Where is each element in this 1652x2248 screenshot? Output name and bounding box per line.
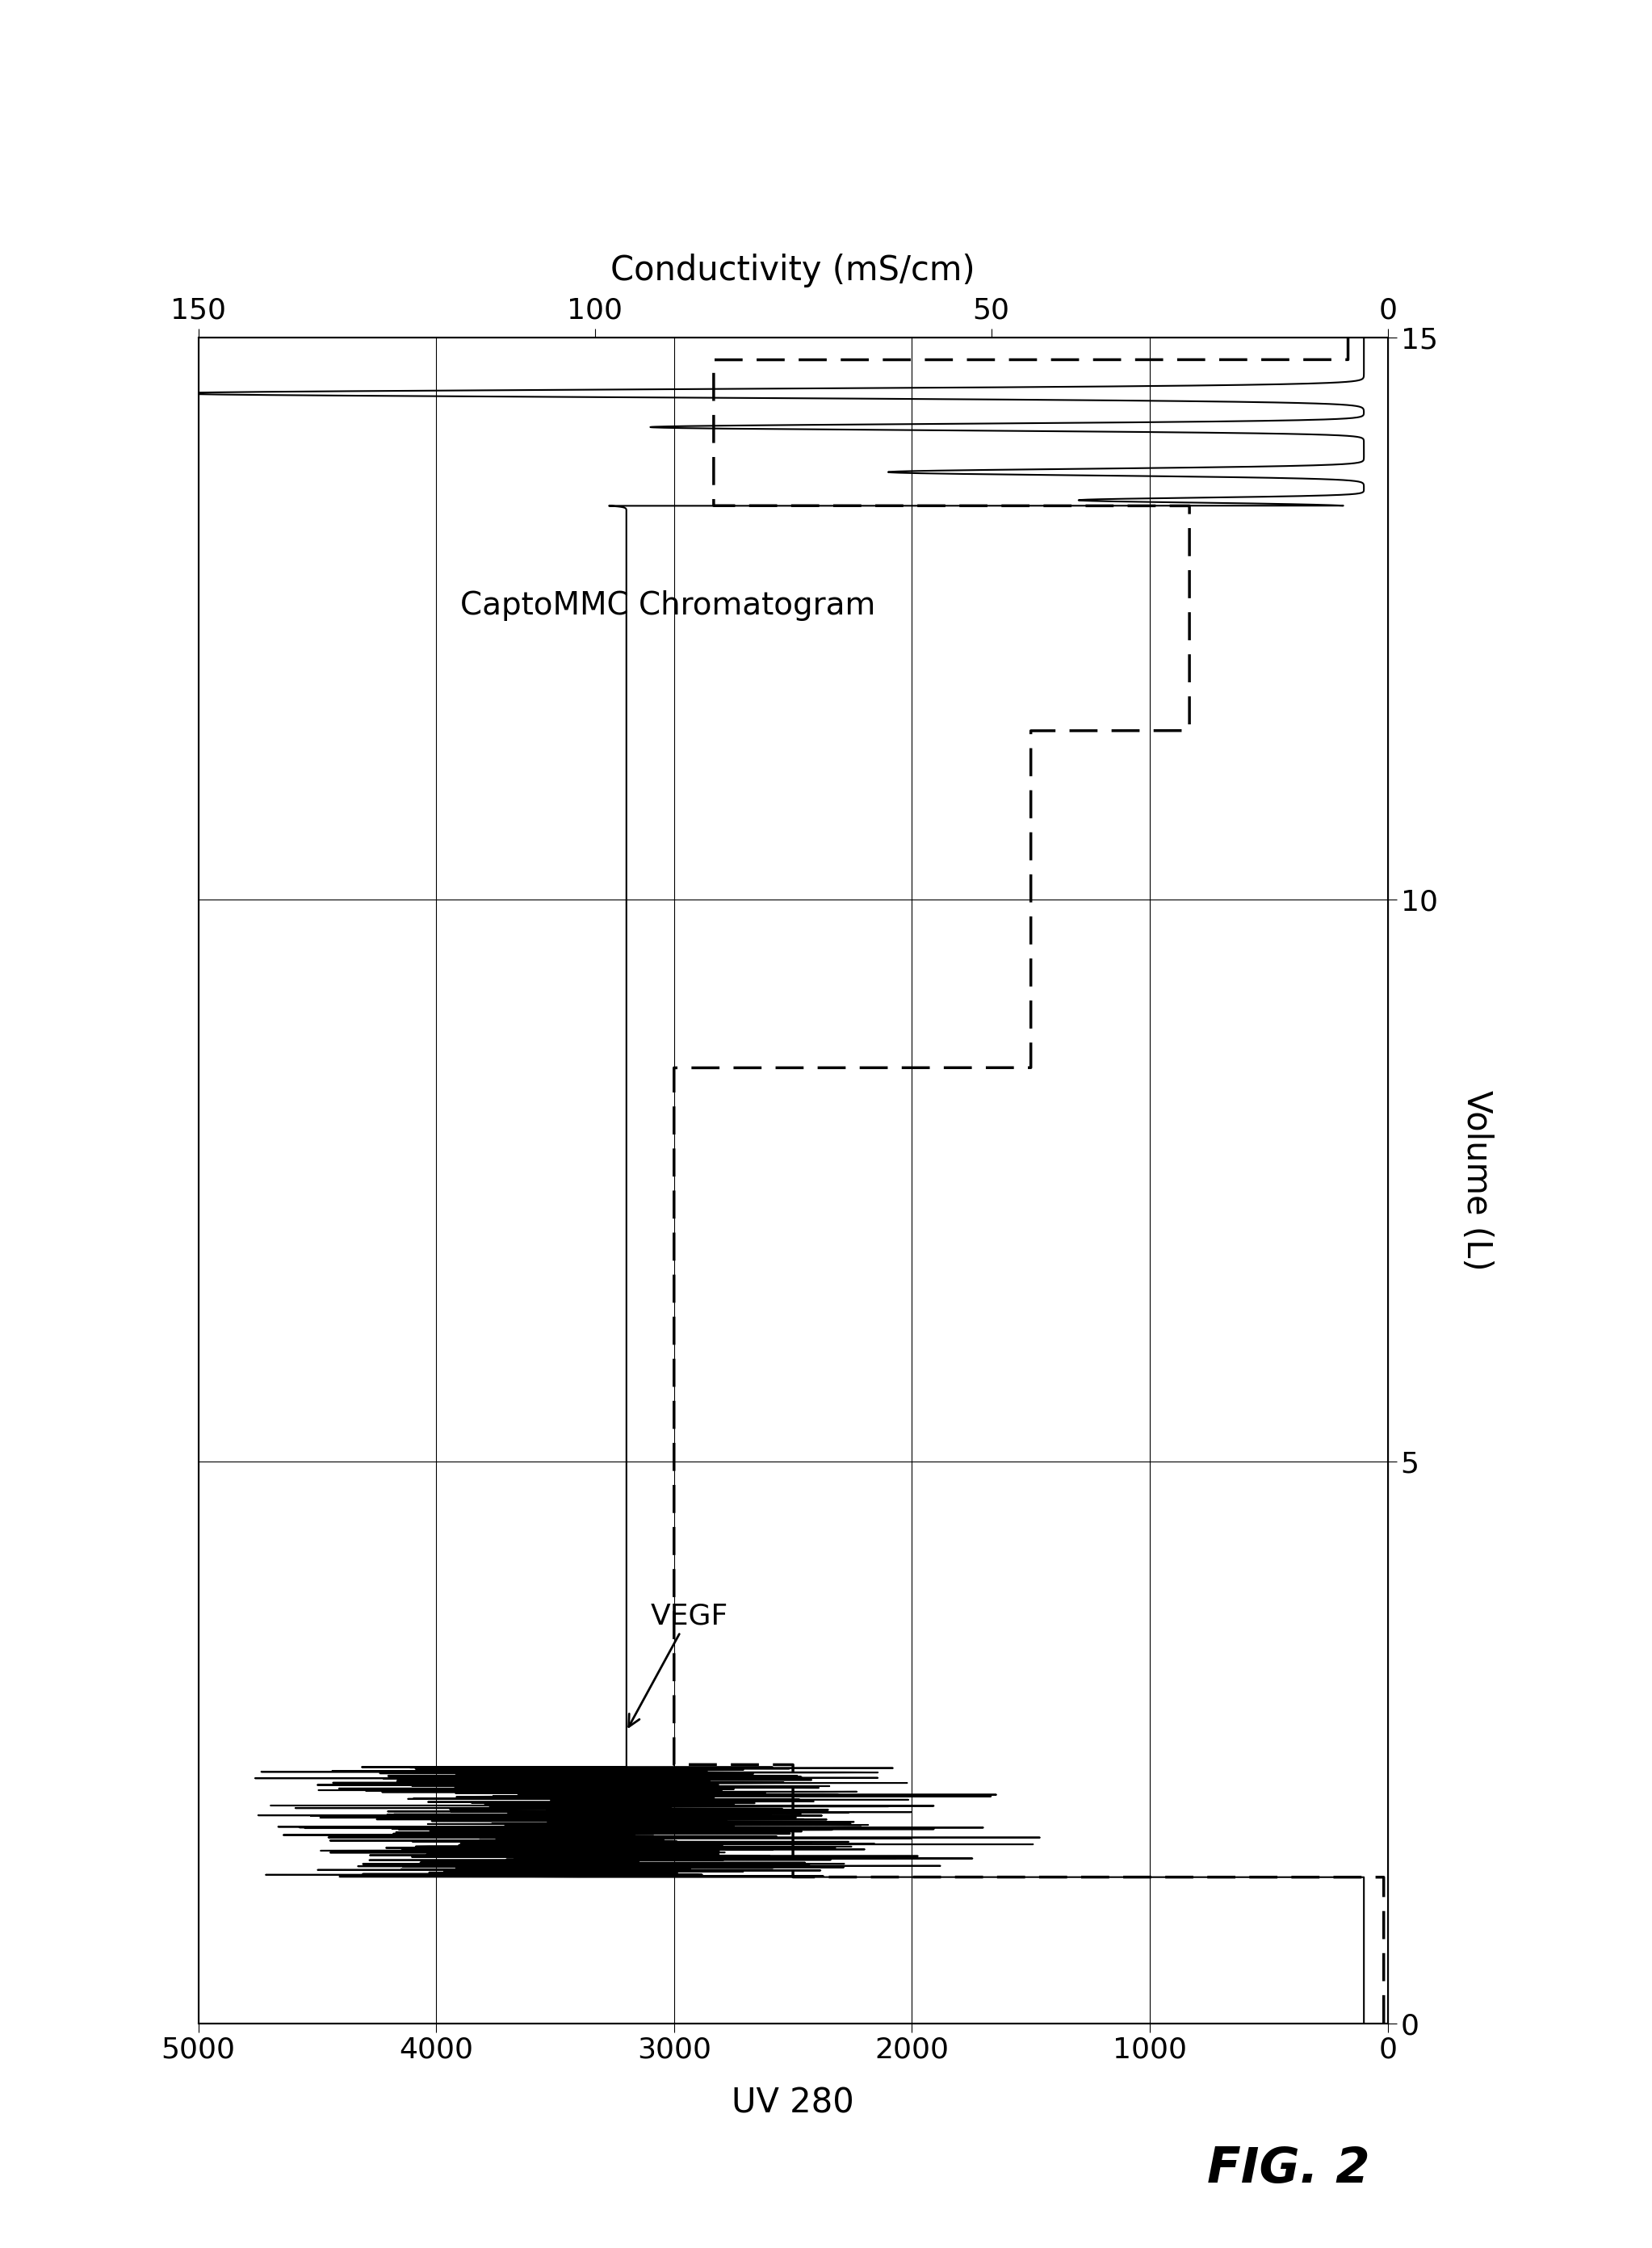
X-axis label: Conductivity (mS/cm): Conductivity (mS/cm) xyxy=(611,254,975,288)
X-axis label: UV 280: UV 280 xyxy=(732,2086,854,2120)
Text: FIG. 2: FIG. 2 xyxy=(1208,2145,1370,2194)
Text: VEGF: VEGF xyxy=(629,1603,729,1726)
Y-axis label: Volume (L): Volume (L) xyxy=(1460,1090,1493,1270)
Text: CaptoMMC Chromatogram: CaptoMMC Chromatogram xyxy=(459,591,876,620)
